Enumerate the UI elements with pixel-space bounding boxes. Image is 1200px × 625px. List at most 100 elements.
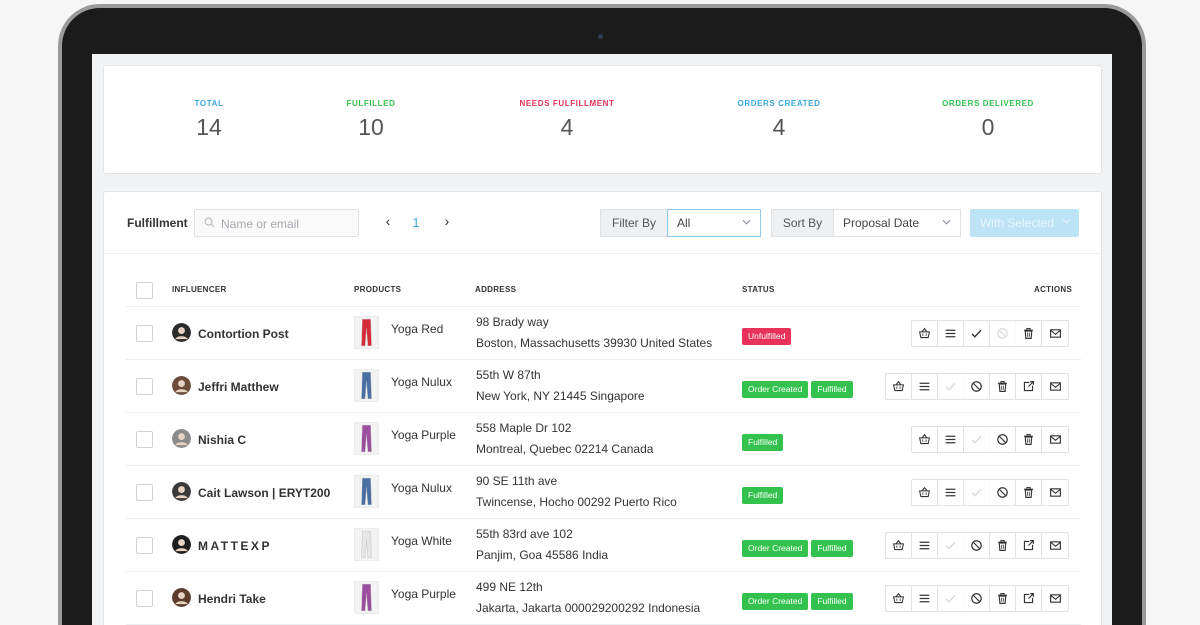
mail-action-button[interactable]	[1042, 374, 1068, 399]
search-icon	[204, 217, 215, 228]
stat-value: 0	[981, 114, 995, 140]
basket-action-button[interactable]	[912, 321, 938, 346]
influencer-name[interactable]: Cait Lawson | ERYT200	[198, 486, 331, 500]
influencer-name[interactable]: Hendri Take	[198, 592, 266, 606]
mail-action-button[interactable]	[1042, 533, 1068, 558]
search-box[interactable]	[194, 209, 359, 237]
list-action-button[interactable]	[938, 427, 964, 452]
trash-action-button[interactable]	[990, 374, 1016, 399]
mail-action-button[interactable]	[1042, 321, 1068, 346]
sort-select-value: Proposal Date	[843, 216, 920, 230]
stat-orders-delivered: ORDERS DELIVERED 0	[908, 99, 1068, 141]
basket-action-button[interactable]	[912, 427, 938, 452]
avatar	[172, 535, 191, 554]
mail-action-button[interactable]	[1042, 480, 1068, 505]
with-selected-button[interactable]: With Selected	[970, 209, 1079, 237]
check-action-button[interactable]	[938, 374, 964, 399]
basket-action-button[interactable]	[886, 533, 912, 558]
row-actions	[885, 532, 1069, 559]
external-link-action-button[interactable]	[1016, 533, 1042, 558]
cancel-action-button[interactable]	[990, 480, 1016, 505]
status-badges: Unfulfilled	[742, 326, 794, 345]
basket-action-button[interactable]	[912, 480, 938, 505]
stat-label: ORDERS DELIVERED	[942, 99, 1034, 108]
cancel-icon	[997, 434, 1008, 445]
cancel-action-button[interactable]	[990, 427, 1016, 452]
check-action-button[interactable]	[964, 427, 990, 452]
trash-icon	[998, 592, 1007, 604]
address-line-2: Twincense, Hocho 00292 Puerto Rico	[476, 495, 677, 509]
influencer-name[interactable]: MATTEXP	[198, 539, 272, 553]
influencer-name[interactable]: Contortion Post	[198, 327, 289, 341]
stat-total: TOTAL 14	[129, 99, 289, 141]
product-name: Yoga Purple	[391, 587, 456, 601]
next-page-button[interactable]: ›	[444, 213, 450, 229]
row-actions	[911, 320, 1069, 347]
app-screen: TOTAL 14 FULFILLED 10 NEEDS FULFILLMENT …	[92, 54, 1112, 625]
row-actions	[885, 585, 1069, 612]
basket-action-button[interactable]	[886, 374, 912, 399]
with-selected-label: With Selected	[980, 216, 1055, 230]
cancel-icon	[997, 487, 1008, 498]
influencer-name[interactable]: Jeffri Matthew	[198, 380, 279, 394]
search-input[interactable]	[221, 215, 351, 232]
trash-action-button[interactable]	[990, 586, 1016, 611]
avatar	[172, 588, 191, 607]
leggings-icon	[361, 424, 372, 453]
avatar-image	[172, 588, 191, 607]
row-checkbox[interactable]	[136, 590, 153, 607]
select-all-checkbox[interactable]	[136, 282, 153, 299]
row-checkbox[interactable]	[136, 431, 153, 448]
check-icon	[945, 382, 956, 391]
cancel-icon	[997, 328, 1008, 339]
status-badge: Fulfilled	[811, 381, 853, 398]
product-image	[354, 475, 379, 508]
status-badges: Order Created Fulfilled	[742, 538, 856, 557]
status-badge: Unfulfilled	[742, 328, 792, 345]
stat-needs-fulfillment: NEEDS FULFILLMENT 4	[487, 99, 647, 141]
trash-action-button[interactable]	[1016, 321, 1042, 346]
check-action-button[interactable]	[938, 586, 964, 611]
header-status: STATUS	[742, 285, 775, 294]
external-link-action-button[interactable]	[1016, 374, 1042, 399]
cancel-action-button[interactable]	[964, 533, 990, 558]
row-checkbox[interactable]	[136, 325, 153, 342]
mail-icon	[1049, 488, 1061, 497]
trash-action-button[interactable]	[1016, 427, 1042, 452]
basket-action-button[interactable]	[886, 586, 912, 611]
trash-action-button[interactable]	[990, 533, 1016, 558]
basket-icon	[892, 380, 905, 392]
current-page[interactable]: 1	[412, 215, 420, 230]
avatar	[172, 323, 191, 342]
sort-select[interactable]: Proposal Date	[833, 209, 961, 237]
list-action-button[interactable]	[912, 586, 938, 611]
external-link-action-button[interactable]	[1016, 586, 1042, 611]
mail-action-button[interactable]	[1042, 586, 1068, 611]
cancel-action-button[interactable]	[964, 586, 990, 611]
stat-label: TOTAL	[194, 99, 224, 108]
header-address: ADDRESS	[475, 285, 517, 294]
mail-icon	[1049, 541, 1061, 550]
cancel-action-button[interactable]	[990, 321, 1016, 346]
list-action-button[interactable]	[912, 533, 938, 558]
influencer-name[interactable]: Nishia C	[198, 433, 247, 447]
row-checkbox[interactable]	[136, 378, 153, 395]
cancel-action-button[interactable]	[964, 374, 990, 399]
stat-fulfilled: FULFILLED 10	[291, 99, 451, 141]
filter-select[interactable]: All	[667, 209, 761, 237]
list-action-button[interactable]	[938, 480, 964, 505]
table-row: Contortion Post Yoga Red 98 Brady way Bo…	[126, 307, 1081, 360]
check-action-button[interactable]	[938, 533, 964, 558]
row-checkbox[interactable]	[136, 484, 153, 501]
list-action-button[interactable]	[912, 374, 938, 399]
check-action-button[interactable]	[964, 321, 990, 346]
trash-action-button[interactable]	[1016, 480, 1042, 505]
check-action-button[interactable]	[964, 480, 990, 505]
address-line-1: 558 Maple Dr 102	[476, 421, 572, 435]
status-badge: Fulfilled	[811, 593, 853, 610]
product-name: Yoga Nulux	[391, 481, 452, 495]
prev-page-button[interactable]: ‹	[385, 213, 391, 229]
list-action-button[interactable]	[938, 321, 964, 346]
mail-action-button[interactable]	[1042, 427, 1068, 452]
row-checkbox[interactable]	[136, 537, 153, 554]
